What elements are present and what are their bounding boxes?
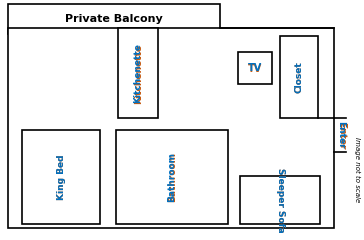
Bar: [116, 130, 228, 224]
Bar: [240, 176, 320, 224]
Text: Sleeper Sofa: Sleeper Sofa: [276, 168, 285, 233]
Text: Sleeper Sofa: Sleeper Sofa: [276, 168, 285, 232]
Bar: [22, 130, 100, 224]
Text: King Bed: King Bed: [56, 154, 66, 200]
Text: Enter: Enter: [336, 121, 345, 149]
Bar: [118, 28, 158, 118]
Text: Enter: Enter: [337, 122, 346, 149]
Text: Kitchenette: Kitchenette: [134, 43, 143, 103]
Bar: [8, 28, 334, 228]
Text: Bathroom: Bathroom: [168, 152, 177, 203]
Text: Closet: Closet: [295, 62, 304, 93]
Text: TV: TV: [248, 64, 262, 73]
Text: Private Balcony: Private Balcony: [65, 14, 163, 24]
Bar: [238, 52, 272, 84]
Text: Bathroom: Bathroom: [167, 152, 177, 202]
Text: Image not to scale: Image not to scale: [354, 137, 360, 203]
Text: TV: TV: [248, 63, 262, 73]
Bar: [280, 36, 318, 118]
Text: King Bed: King Bed: [57, 155, 66, 200]
Text: Kitchenette: Kitchenette: [134, 43, 142, 103]
Bar: [8, 4, 220, 34]
Text: Closet: Closet: [294, 61, 304, 93]
